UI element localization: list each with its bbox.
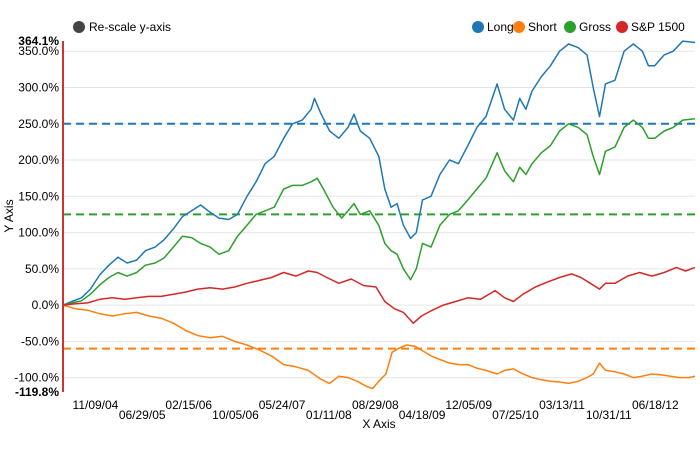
y-axis-max-label: 364.1% <box>18 34 59 48</box>
y-tick-label: -100.0% <box>14 371 59 385</box>
x-tick-label: 02/15/06 <box>165 398 212 412</box>
y-tick-label: 200.0% <box>18 153 59 167</box>
x-tick-label: 07/25/10 <box>492 408 539 422</box>
short-series-line[interactable] <box>62 304 696 390</box>
gross-series-line[interactable] <box>62 117 696 306</box>
legend-swatch[interactable] <box>616 21 628 33</box>
y-tick-label: 350.0% <box>18 44 59 58</box>
gridlines <box>63 50 695 379</box>
legend-label[interactable]: Short <box>528 20 557 34</box>
y-axis-min-label: -119.8% <box>15 385 59 399</box>
s-p-1500-series-line[interactable] <box>62 266 696 324</box>
y-tick-label: 300.0% <box>18 80 59 94</box>
legend-label[interactable]: S&P 1500 <box>631 20 685 34</box>
rescale-toggle-dot[interactable] <box>73 21 85 33</box>
legend: Long Short Gross S&P 1500 <box>472 20 685 34</box>
y-tick-label: 50.0% <box>25 262 59 276</box>
legend-swatch[interactable] <box>513 21 525 33</box>
x-tick-label: 08/29/08 <box>352 398 399 412</box>
x-tick-label: 03/13/11 <box>539 398 585 412</box>
legend-item-gross[interactable]: Gross <box>564 20 611 34</box>
legend-swatch[interactable] <box>564 21 576 33</box>
long-series-line[interactable] <box>62 40 696 306</box>
y-axis-title: Y Axis <box>2 199 16 232</box>
x-tick-label: 11/09/04 <box>73 398 119 412</box>
y-tick-label: 0.0% <box>32 298 60 312</box>
x-tick-label: 12/05/09 <box>445 398 492 412</box>
y-tick-label: 250.0% <box>18 117 59 131</box>
y-tick-label: 150.0% <box>18 189 59 203</box>
x-tick-label: 10/31/11 <box>586 408 632 422</box>
x-tick-label: 06/18/12 <box>632 398 679 412</box>
x-tick-label: 06/29/05 <box>119 408 166 422</box>
x-axis-title: X Axis <box>362 417 395 431</box>
legend-item-s-p-1500[interactable]: S&P 1500 <box>616 20 685 34</box>
y-tick-label: 100.0% <box>18 226 59 240</box>
x-tick-label: 10/05/06 <box>212 408 259 422</box>
legend-item-long[interactable]: Long <box>472 20 514 34</box>
rescale-toggle[interactable]: Re-scale y-axis <box>73 20 171 34</box>
rescale-toggle-label[interactable]: Re-scale y-axis <box>89 20 171 34</box>
x-tick-label: 01/11/08 <box>306 408 352 422</box>
x-axis-ticks: 11/09/04 02/15/06 05/24/07 08/29/08 12/05/09… <box>73 398 679 422</box>
legend-item-short[interactable]: Short <box>513 20 557 34</box>
mean-lines <box>63 122 695 350</box>
x-tick-label: 04/18/09 <box>399 408 446 422</box>
y-tick-label: -50.0% <box>21 334 59 348</box>
x-tick-label: 05/24/07 <box>259 398 306 412</box>
series-lines <box>62 40 696 390</box>
y-axis-ticks: -100.0% -50.0% 0.0% 50.0% 100.0% 150.0% 200.0%… <box>14 44 59 384</box>
legend-swatch[interactable] <box>472 21 484 33</box>
legend-label[interactable]: Long <box>487 20 514 34</box>
legend-label[interactable]: Gross <box>579 20 611 34</box>
